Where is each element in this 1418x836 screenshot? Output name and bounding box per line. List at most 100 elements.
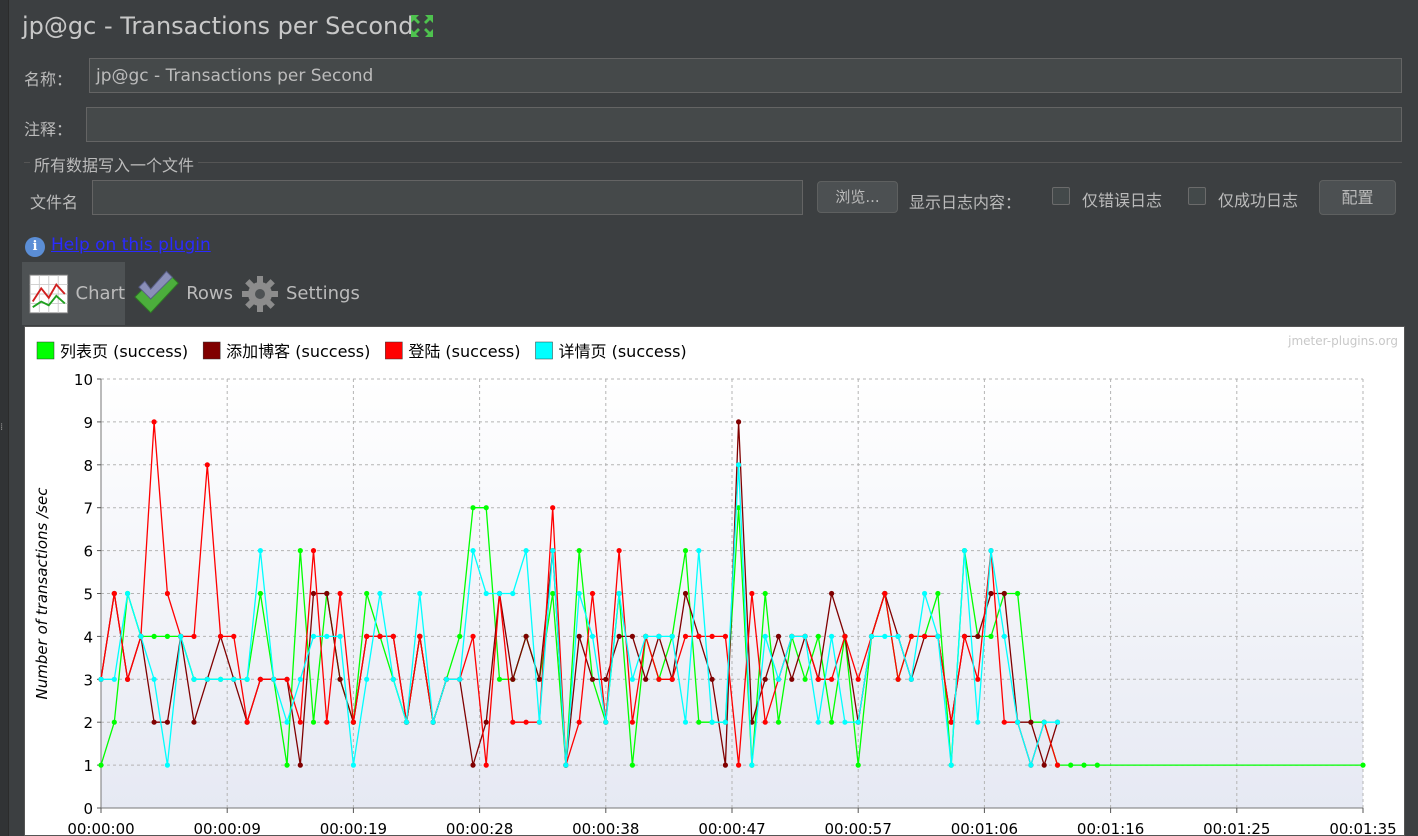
data-point: [337, 590, 343, 597]
data-point: [882, 633, 888, 639]
data-point: [403, 719, 410, 725]
data-point: [696, 633, 702, 639]
data-point: [324, 719, 330, 725]
y-tick-label: 8: [83, 457, 93, 475]
data-point: [961, 548, 968, 554]
drag-handle-icon[interactable]: ⁞: [0, 422, 4, 433]
data-point: [842, 633, 848, 639]
data-point: [151, 719, 157, 725]
data-point: [682, 719, 689, 725]
data-point: [736, 762, 742, 768]
data-point: [297, 676, 303, 682]
data-point: [802, 676, 808, 682]
data-point: [1028, 762, 1034, 768]
data-point: [324, 590, 330, 597]
left-dock-strip[interactable]: ⁞: [0, 0, 9, 836]
data-point: [164, 590, 170, 597]
tab-rows[interactable]: Rows: [133, 262, 233, 325]
data-point: [550, 548, 556, 554]
data-point: [125, 590, 131, 597]
chart-panel: jmeter-plugins.org 列表页 (success) 添加博客 (su…: [24, 326, 1405, 836]
data-point: [829, 590, 835, 597]
data-point: [257, 590, 263, 597]
y-tick-label: 7: [83, 500, 93, 518]
data-point: [231, 633, 237, 639]
data-point: [922, 590, 928, 597]
data-point: [1001, 633, 1007, 639]
data-point: [191, 633, 197, 639]
data-point: [789, 633, 795, 639]
errors-only-label: 仅错误日志: [1082, 191, 1163, 210]
data-point: [1001, 590, 1007, 597]
errors-only-checkbox[interactable]: [1052, 187, 1070, 205]
data-point: [682, 590, 689, 597]
data-point: [1054, 719, 1061, 725]
file-group-divider: [24, 162, 1402, 163]
configure-button[interactable]: 配置: [1319, 180, 1396, 215]
data-point: [496, 676, 503, 682]
chart-ticks: 0 1 2 3 4 5 6 7 8 9 10 00:00:00 00:00:09 00:00:19 00:0…: [67, 371, 1396, 836]
data-point: [975, 719, 981, 725]
data-point: [988, 590, 994, 597]
data-point: [284, 719, 290, 725]
data-point: [98, 676, 104, 682]
data-point: [204, 462, 210, 468]
data-point: [563, 762, 569, 768]
data-point: [350, 762, 356, 768]
x-tick-label: 00:00:28: [446, 820, 513, 836]
data-point: [483, 590, 489, 597]
name-field[interactable]: jp@gc - Transactions per Second: [89, 58, 1402, 93]
browse-button[interactable]: 浏览...: [817, 181, 898, 213]
data-point: [510, 590, 516, 597]
data-point: [589, 590, 596, 597]
filename-field[interactable]: [92, 180, 803, 215]
data-point: [722, 633, 729, 639]
x-tick-label: 00:00:47: [698, 820, 765, 836]
data-point: [523, 548, 529, 554]
expand-icon[interactable]: [408, 12, 436, 40]
x-tick-label: 00:00:00: [67, 820, 134, 836]
data-point: [975, 633, 981, 639]
tab-settings[interactable]: Settings: [240, 262, 360, 325]
data-point: [696, 548, 702, 554]
data-point: [111, 590, 117, 597]
data-point: [417, 633, 423, 639]
data-point: [643, 676, 649, 682]
data-point: [935, 590, 941, 597]
data-point: [961, 633, 968, 639]
data-point: [908, 676, 914, 682]
data-point: [709, 719, 715, 725]
x-tick-label: 00:00:09: [194, 820, 261, 836]
data-point: [178, 633, 184, 639]
data-point: [496, 590, 503, 597]
data-point: [1041, 762, 1047, 768]
legend-swatch: [202, 341, 221, 360]
data-point: [815, 719, 821, 725]
data-point: [629, 676, 636, 682]
help-link[interactable]: Help on this plugin: [51, 235, 211, 255]
tab-chart-label: Chart: [75, 283, 125, 304]
data-point: [125, 676, 131, 682]
tab-chart[interactable]: Chart: [22, 262, 125, 325]
data-point: [470, 548, 476, 554]
chart-icon: [29, 274, 69, 313]
data-point: [457, 633, 463, 639]
data-point: [111, 676, 117, 682]
legend-label: 登陆 (success): [408, 342, 520, 361]
data-point: [948, 762, 954, 768]
comment-field[interactable]: [86, 107, 1402, 142]
data-point: [337, 633, 343, 639]
data-point: [948, 719, 954, 725]
data-point: [470, 762, 476, 768]
data-point: [1015, 590, 1021, 597]
data-point: [576, 548, 582, 554]
data-point: [855, 719, 861, 725]
success-only-checkbox[interactable]: [1188, 187, 1206, 205]
data-point: [218, 676, 224, 682]
data-point: [364, 676, 370, 682]
data-point: [364, 590, 370, 597]
data-point: [151, 419, 157, 425]
data-point: [164, 762, 170, 768]
legend-swatch: [385, 341, 403, 360]
data-point: [722, 762, 729, 768]
